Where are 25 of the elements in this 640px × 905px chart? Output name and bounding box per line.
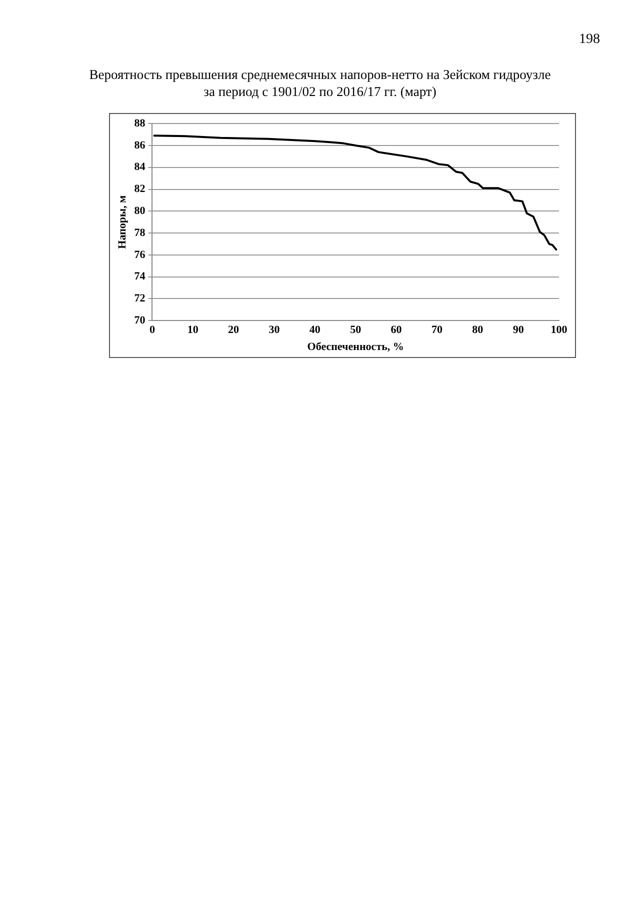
x-tick-label: 10 (187, 324, 199, 336)
y-tick-label: 70 (134, 314, 146, 326)
x-tick-label: 0 (149, 324, 156, 336)
y-tick-label: 74 (134, 270, 146, 283)
x-tick-label: 90 (512, 324, 524, 336)
x-tick-label: 50 (350, 324, 362, 336)
x-tick-label: 80 (472, 324, 484, 336)
y-tick-label: 78 (134, 226, 146, 239)
y-tick-label: 88 (134, 117, 146, 130)
y-tick-label: 76 (134, 248, 146, 261)
y-tick-label: 86 (134, 139, 146, 152)
x-tick-label: 40 (309, 324, 321, 336)
text: 198 (579, 32, 600, 48)
y-tick-label: 80 (134, 205, 146, 217)
y-tick-label: 72 (134, 292, 146, 305)
y-tick-label: 84 (134, 161, 146, 174)
y-axis-title: Напоры, м (116, 194, 128, 249)
x-tick-label: 60 (390, 324, 402, 336)
x-axis-title: Обеспеченность, % (307, 341, 404, 354)
x-tick-label: 20 (228, 324, 240, 336)
x-tick-label: 70 (431, 324, 443, 336)
y-tick-label: 82 (134, 183, 146, 196)
chart-title: Вероятность превышения среднемесячных напоров-нетто на Зейском гидроузле за период с 1901/02 по 2016/17 гг. (март) (88, 66, 552, 100)
x-tick-label: 100 (550, 324, 568, 336)
x-tick-label: 30 (268, 324, 280, 336)
